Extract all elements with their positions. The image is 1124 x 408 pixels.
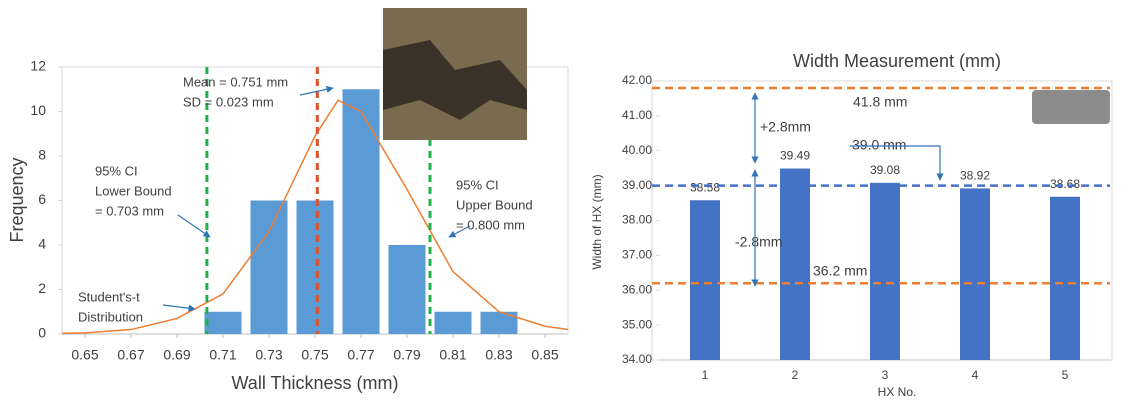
bar (870, 182, 900, 360)
x-tick-label: 0.81 (439, 347, 466, 363)
annotation: 95% CI (95, 163, 138, 178)
arrows (162, 85, 944, 312)
annotation: SD = 0.023 mm (183, 94, 274, 109)
x-tick-label: 4 (972, 368, 979, 382)
annotation: +2.8mm (760, 119, 811, 135)
bar (250, 200, 288, 334)
data-label: 39.08 (870, 163, 900, 177)
y-tick-label: 2 (38, 280, 46, 296)
annotation: Mean = 0.751 mm (183, 74, 288, 89)
bar (296, 200, 334, 334)
distribution-curve (61, 99, 569, 335)
bar (960, 188, 990, 360)
x-tick-label: 0.65 (71, 347, 98, 363)
x-tick-label: 0.69 (163, 347, 190, 363)
x-tick-label: 0.85 (531, 347, 558, 363)
annotation: 39.0 mm (852, 137, 906, 153)
x-tick-label: 0.67 (117, 347, 144, 363)
y-tick-label: 40.00 (622, 143, 652, 157)
bar (342, 89, 380, 334)
x-tick-label: 0.79 (393, 347, 420, 363)
y-tick-label: 39.00 (622, 178, 652, 192)
x-tick-label: 0.77 (347, 347, 374, 363)
chart-title: Width Measurement (mm) (793, 51, 1001, 71)
x-tick-label: 1 (702, 368, 709, 382)
annotation: Lower Bound (95, 183, 172, 198)
data-label: 38.92 (960, 169, 990, 183)
y-tick-label: 10 (30, 102, 46, 118)
annotation: -2.8mm (735, 234, 782, 250)
x-tick-label: 0.83 (485, 347, 512, 363)
annotation: 95% CI (456, 177, 499, 192)
bar (388, 245, 426, 334)
photo-inset (1032, 90, 1110, 124)
y-tick-label: 42.00 (622, 73, 652, 87)
y-tick-label: 38.00 (622, 213, 652, 227)
y-tick-label: 6 (38, 191, 46, 207)
bar (690, 200, 720, 360)
x-tick-label: 0.75 (301, 347, 328, 363)
annotation: = 0.703 mm (95, 203, 164, 218)
x-tick-label: 0.73 (255, 347, 282, 363)
x-tick-label: 5 (1062, 368, 1069, 382)
bar (780, 168, 810, 360)
annotation: Student's-t (78, 289, 140, 304)
x-tick-label: 3 (882, 368, 889, 382)
y-tick-label: 37.00 (622, 248, 652, 262)
x-tick-label: 0.71 (209, 347, 236, 363)
y-tick-label: 35.00 (622, 317, 652, 331)
photo-detail (383, 40, 527, 120)
annotation: Distribution (78, 309, 143, 324)
bar (204, 311, 242, 334)
data-label: 38.58 (690, 180, 720, 194)
data-label: 39.49 (780, 149, 810, 163)
x-title: Wall Thickness (mm) (231, 373, 398, 393)
y-tick-label: 12 (30, 58, 46, 74)
y-tick-label: 4 (38, 236, 46, 252)
x-title: HX No. (878, 385, 917, 399)
y-title: Frequency (7, 157, 27, 242)
y-tick-label: 0 (38, 325, 46, 341)
annotation: 41.8 mm (853, 94, 907, 110)
bar (434, 311, 472, 334)
bar (480, 311, 518, 334)
annotation: 36.2 mm (813, 263, 867, 279)
y-tick-label: 8 (38, 147, 46, 163)
y-title: Width of HX (mm) (590, 174, 604, 269)
x-tick-label: 2 (792, 368, 799, 382)
data-label: 38.68 (1050, 177, 1080, 191)
y-tick-label: 36.00 (622, 282, 652, 296)
y-tick-label: 34.00 (622, 352, 652, 366)
annotation: Upper Bound (456, 197, 533, 212)
y-tick-label: 41.00 (622, 108, 652, 122)
bar (1050, 196, 1080, 360)
annotation: = 0.800 mm (456, 217, 525, 232)
